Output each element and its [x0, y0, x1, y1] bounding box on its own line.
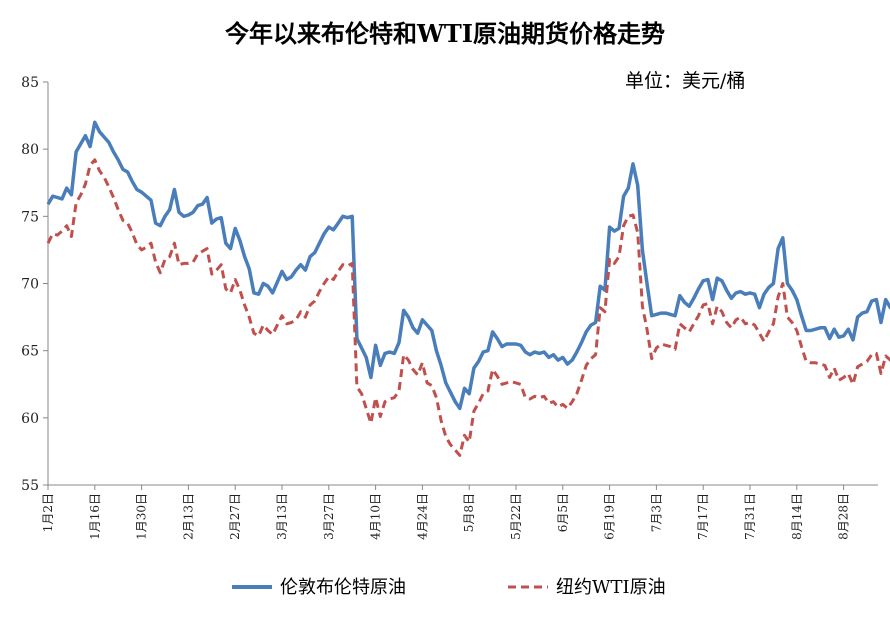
- x-tick-label: 6月19日: [603, 493, 617, 540]
- series-layer: [46, 120, 890, 457]
- x-tick-label: 2月13日: [181, 493, 195, 540]
- x-tick-label: 7月3日: [649, 493, 663, 532]
- x-tick-label: 7月17日: [696, 493, 710, 540]
- series-line-wti: [46, 158, 890, 457]
- x-tick-label: 7月31日: [743, 493, 757, 540]
- legend: 伦敦布伦特原油 纽约WTI原油: [232, 577, 666, 598]
- y-tick-label: 65: [21, 344, 39, 360]
- y-tick-label: 85: [21, 75, 39, 91]
- x-tick-label: 8月14日: [790, 493, 804, 540]
- unit-label: 单位：美元/桶: [625, 70, 745, 92]
- x-tick-label: 1月2日: [41, 493, 55, 532]
- x-tick-label: 1月16日: [88, 493, 102, 540]
- x-tick-label: 4月10日: [369, 493, 383, 540]
- x-axis: 1月2日 1月16日 1月30日 2月13日 2月27日 3月13日 3月27日 4月10日 4…: [41, 484, 878, 540]
- x-tick-label: 2月27日: [228, 493, 242, 540]
- series-line-brent: [46, 120, 890, 411]
- y-tick-label: 75: [21, 209, 39, 225]
- legend-label-wti: 纽约WTI原油: [556, 577, 666, 598]
- y-tick-label: 80: [21, 142, 39, 158]
- x-tick-label: 5月22日: [509, 493, 523, 540]
- x-tick-label: 1月30日: [135, 493, 149, 540]
- y-axis: 55 60 65 70 75 80 85: [21, 75, 49, 494]
- legend-label-brent: 伦敦布伦特原油: [280, 577, 406, 598]
- y-tick-label: 55: [21, 478, 39, 494]
- x-tick-label: 6月5日: [556, 493, 570, 532]
- chart-title: 今年以来布伦特和WTI原油期货价格走势: [225, 19, 665, 48]
- x-tick-label: 8月28日: [837, 493, 851, 540]
- y-tick-label: 70: [21, 277, 39, 293]
- y-tick-label: 60: [21, 411, 39, 427]
- x-tick-label: 3月27日: [322, 493, 336, 540]
- x-tick-label: 3月13日: [275, 493, 289, 540]
- x-tick-label: 4月24日: [415, 493, 429, 540]
- x-tick-label: 5月8日: [462, 493, 476, 532]
